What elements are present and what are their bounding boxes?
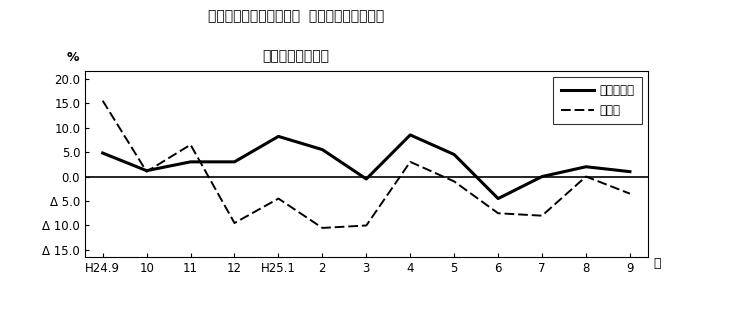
Text: （規模５人以上）: （規模５人以上） — [263, 50, 329, 64]
Text: 第２図　所定外労働時間  対前年同月比の推移: 第２図 所定外労働時間 対前年同月比の推移 — [208, 9, 384, 23]
Legend: 調査産業計, 製造業: 調査産業計, 製造業 — [554, 77, 642, 124]
Text: %: % — [67, 51, 79, 64]
Text: 月: 月 — [653, 257, 661, 270]
